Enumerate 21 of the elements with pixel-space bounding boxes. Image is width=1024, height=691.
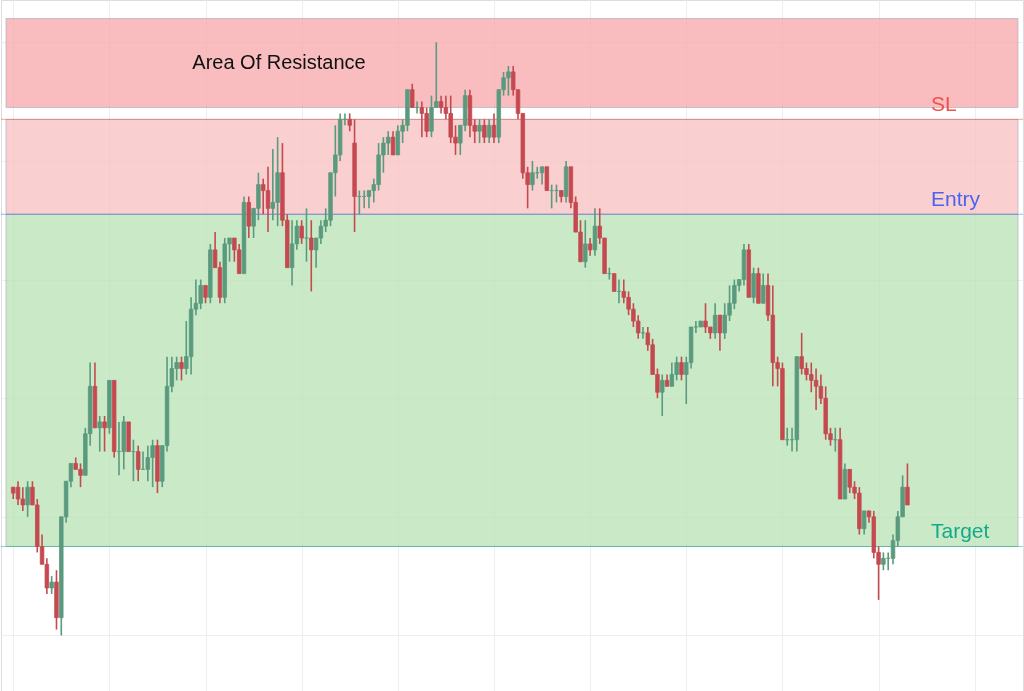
candlestick: [756, 266, 761, 305]
candlestick: [25, 480, 30, 518]
candlestick: [679, 355, 684, 382]
ref-line-label: Entry: [931, 187, 981, 211]
candlestick: [107, 379, 112, 435]
candlestick: [208, 243, 213, 305]
candlestick: [102, 415, 107, 453]
candlestick: [352, 118, 357, 233]
candlestick: [54, 569, 59, 631]
candlestick: [905, 462, 910, 506]
candlestick: [179, 355, 184, 382]
candlestick: [751, 266, 756, 305]
candlestick: [583, 219, 588, 269]
candlestick: [299, 219, 304, 245]
candlestick: [530, 160, 535, 192]
candlestick: [155, 438, 160, 494]
candlestick: [482, 118, 487, 144]
candlestick: [477, 118, 482, 144]
ref-line-label: Target: [931, 519, 990, 543]
candlestick: [126, 421, 131, 453]
band-label: Area Of Resistance: [192, 51, 366, 73]
